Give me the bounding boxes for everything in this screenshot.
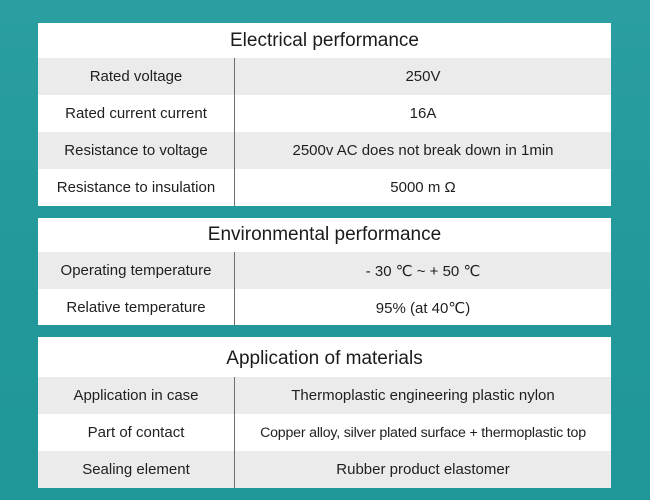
table-row: Relative temperature 95% (at 40℃) [38,289,611,326]
row-value: Rubber product elastomer [336,461,510,478]
row-label: Rated voltage [38,58,235,95]
table-row: Resistance to voltage 2500v AC does not … [38,132,611,169]
row-value: 2500v AC does not break down in 1min [292,142,554,159]
application-of-materials-table: Application of materials Application in … [38,337,611,488]
row-label: Resistance to insulation [38,169,235,206]
row-label: Rated current current [38,95,235,132]
table-row: Rated current current 16A [38,95,611,132]
row-label: Relative temperature [38,289,235,326]
table-row: Resistance to insulation 5000 m Ω [38,169,611,206]
environmental-performance-title: Environmental performance [207,224,442,245]
table-row: Operating temperature - 30 ℃ ~ + 50 ℃ [38,252,611,289]
row-label: Sealing element [38,451,235,488]
electrical-performance-title: Electrical performance [229,29,420,51]
table-row: Sealing element Rubber product elastomer [38,451,611,488]
electrical-performance-table: Electrical performance Rated voltage 250… [38,23,611,206]
row-value: 95% (at 40℃) [375,299,471,317]
row-value: - 30 ℃ ~ + 50 ℃ [365,262,481,280]
row-value: 16A [409,105,437,122]
row-label: Resistance to voltage [38,132,235,169]
row-label: Application in case [38,377,235,414]
table-row: Application in case Thermoplastic engine… [38,377,611,414]
application-of-materials-title: Application of materials [226,348,423,369]
row-value: Copper alloy, silver plated surface + th… [260,424,586,441]
environmental-performance-table: Environmental performance Operating temp… [38,218,611,326]
row-value: 5000 m Ω [390,179,456,196]
row-value: 250V [405,68,441,85]
row-label: Operating temperature [38,252,235,289]
row-value: Thermoplastic engineering plastic nylon [291,387,555,404]
row-label: Part of contact [38,414,235,451]
table-row: Rated voltage 250V [38,58,611,95]
table-row: Part of contact Copper alloy, silver pla… [38,414,611,451]
